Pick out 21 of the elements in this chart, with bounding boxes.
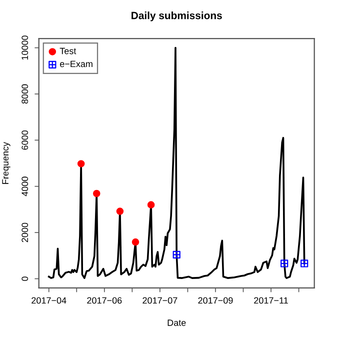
y-tick-label: 8000 — [22, 84, 28, 104]
point — [132, 238, 140, 246]
x-tick-label: 2017−06 — [87, 297, 122, 304]
chart-title: Daily submissions — [132, 12, 222, 22]
x-tick-label: 2017−09 — [198, 297, 233, 304]
x-tick-label: 2017−04 — [32, 297, 66, 304]
legend-label: e−Exam — [60, 60, 92, 68]
point — [147, 201, 155, 208]
x-axis-title: Date — [168, 320, 186, 326]
x-tick-label: 2017−11 — [254, 297, 288, 304]
point — [116, 208, 124, 215]
legend-label: Test — [60, 48, 76, 54]
point — [92, 190, 100, 198]
point — [77, 160, 85, 168]
y-tick-label: 0 — [22, 276, 28, 281]
y-tick-label: 4000 — [22, 176, 28, 196]
y-axis-title: Frequency — [2, 142, 10, 184]
y-tick-label: 2000 — [22, 222, 28, 242]
y-tick-label: 6000 — [22, 130, 28, 150]
x-tick-label: 2017−07 — [142, 297, 178, 304]
y-tick-label: 10000 — [22, 36, 28, 60]
